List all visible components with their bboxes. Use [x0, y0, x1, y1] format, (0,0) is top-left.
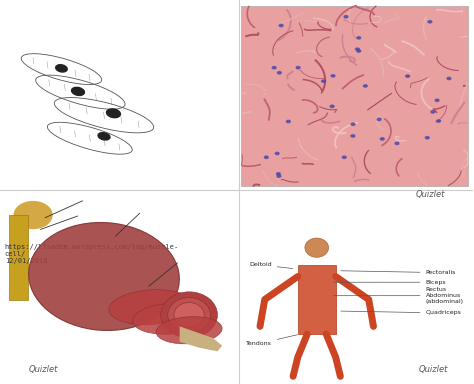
Circle shape [174, 303, 204, 327]
Ellipse shape [275, 152, 279, 155]
Ellipse shape [431, 111, 435, 113]
Ellipse shape [72, 87, 84, 96]
Ellipse shape [406, 75, 410, 77]
Ellipse shape [357, 37, 361, 39]
Ellipse shape [321, 80, 325, 82]
Bar [241, 6, 468, 186]
Ellipse shape [109, 290, 194, 325]
Ellipse shape [351, 123, 355, 126]
Ellipse shape [107, 109, 120, 118]
Text: Quadriceps: Quadriceps [341, 310, 461, 316]
Ellipse shape [447, 77, 451, 79]
Ellipse shape [364, 85, 367, 87]
Text: Tendons: Tendons [246, 335, 298, 346]
Circle shape [161, 292, 218, 338]
Text: Biceps: Biceps [334, 280, 446, 285]
Ellipse shape [264, 156, 268, 159]
Text: Quizlet: Quizlet [419, 366, 448, 374]
Ellipse shape [28, 222, 179, 331]
Polygon shape [180, 326, 222, 351]
Bar [298, 265, 336, 334]
Ellipse shape [357, 50, 361, 52]
Ellipse shape [377, 118, 381, 121]
Text: Pectoralis: Pectoralis [341, 270, 456, 275]
Circle shape [305, 238, 328, 257]
Ellipse shape [14, 202, 52, 228]
Text: Rectus
Abdominus
(abdominal): Rectus Abdominus (abdominal) [334, 287, 464, 304]
Ellipse shape [395, 142, 399, 144]
Text: Quizlet: Quizlet [416, 190, 446, 199]
Circle shape [168, 298, 210, 332]
Ellipse shape [276, 173, 280, 175]
Ellipse shape [286, 120, 290, 122]
Ellipse shape [351, 135, 355, 137]
Ellipse shape [279, 25, 283, 27]
Ellipse shape [356, 48, 359, 50]
Ellipse shape [98, 132, 110, 140]
Ellipse shape [425, 137, 429, 139]
Ellipse shape [428, 21, 432, 23]
Text: Deltoid: Deltoid [249, 262, 293, 268]
Ellipse shape [381, 138, 384, 140]
Ellipse shape [277, 175, 281, 177]
Text: Quizlet: Quizlet [28, 366, 58, 374]
Bar [9, 215, 28, 300]
Ellipse shape [56, 65, 67, 72]
Ellipse shape [435, 99, 439, 101]
Ellipse shape [296, 66, 300, 69]
Ellipse shape [330, 105, 334, 108]
Ellipse shape [132, 303, 208, 334]
Ellipse shape [344, 16, 348, 18]
Ellipse shape [342, 156, 346, 158]
Ellipse shape [437, 120, 440, 122]
Text: https://lfsadem.wordpress.com/tag/muscle-
cell/
12/01/2018: https://lfsadem.wordpress.com/tag/muscle… [5, 244, 179, 264]
Ellipse shape [278, 71, 281, 74]
Ellipse shape [156, 317, 222, 344]
Ellipse shape [331, 75, 335, 77]
Ellipse shape [272, 66, 276, 69]
